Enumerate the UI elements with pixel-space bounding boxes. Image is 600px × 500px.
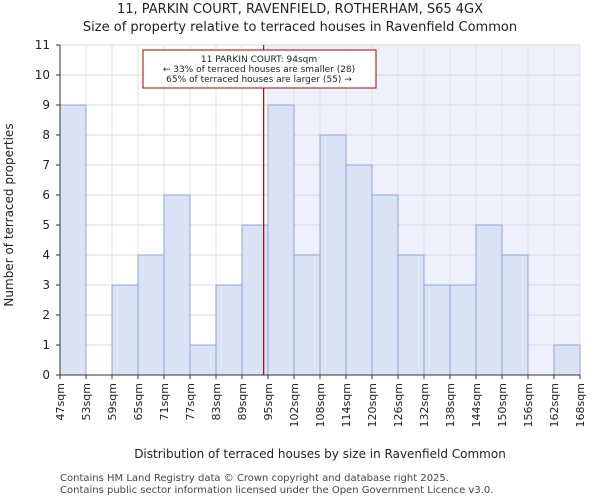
footer-licence: Contains public sector information licen… <box>60 485 494 496</box>
y-tick-label: 9 <box>42 98 50 112</box>
x-tick-labels: 47sqm 53sqm 59sqm 65sqm 71sqm 77sqm 83sqm 89sqm… <box>54 375 587 427</box>
bar-144sqm <box>475 224 503 376</box>
y-tick-label: 6 <box>42 188 50 202</box>
bar-102sqm <box>293 254 321 376</box>
bar-108sqm <box>319 134 347 376</box>
x-tick-label: 114sqm <box>340 383 353 427</box>
x-tick-label: 162sqm <box>548 383 561 427</box>
x-tick-label: 59sqm <box>106 383 119 420</box>
x-tick-label: 47sqm <box>54 383 67 420</box>
x-tick-label: 150sqm <box>496 383 509 427</box>
y-axis-label: Number of terraced properties <box>2 123 16 306</box>
bars <box>59 104 581 376</box>
y-tick-label: 5 <box>42 218 50 232</box>
bar-47sqm <box>59 104 87 376</box>
bar-114sqm <box>345 164 373 376</box>
x-axis-label: Distribution of terraced houses by size … <box>134 447 506 461</box>
x-tick-label: 108sqm <box>314 383 327 427</box>
bar-120sqm <box>371 194 399 376</box>
bar-162sqm <box>553 344 581 376</box>
bar-65sqm <box>137 254 165 376</box>
annotation-larger: 65% of terraced houses are larger (55) → <box>166 75 352 85</box>
x-tick-label: 89sqm <box>236 383 249 420</box>
bar-71sqm <box>163 194 191 376</box>
x-tick-label: 168sqm <box>574 383 587 427</box>
y-tick-label: 3 <box>42 278 50 292</box>
x-tick-label: 95sqm <box>262 383 275 420</box>
bar-95sqm <box>267 104 295 376</box>
x-tick-label: 53sqm <box>80 383 93 420</box>
x-tick-label: 77sqm <box>184 383 197 420</box>
y-tick-label: 0 <box>42 368 50 382</box>
y-tick-label: 1 <box>42 338 50 352</box>
y-tick-label: 2 <box>42 308 50 322</box>
chart-title: Size of property relative to terraced ho… <box>82 20 518 35</box>
annotation-box <box>142 49 377 89</box>
bar-126sqm <box>397 254 425 376</box>
x-tick-label: 156sqm <box>522 383 535 427</box>
bar-138sqm <box>449 284 477 376</box>
bar-59sqm <box>111 284 139 376</box>
property-annotation: 11 PARKIN COURT: 94sqm ← 33% of terraced… <box>142 49 377 89</box>
x-tick-label: 102sqm <box>288 383 301 427</box>
x-tick-label: 132sqm <box>418 383 431 427</box>
annotation-smaller: ← 33% of terraced houses are smaller (28… <box>163 65 355 75</box>
y-tick-label: 10 <box>35 68 50 82</box>
x-tick-label: 71sqm <box>158 383 171 420</box>
y-tick-label: 4 <box>42 248 50 262</box>
bar-132sqm <box>423 284 451 376</box>
y-tick-label: 7 <box>42 158 50 172</box>
y-tick-labels: 0 1 2 3 4 5 6 7 8 9 10 11 <box>35 38 60 382</box>
x-tick-label: 126sqm <box>392 383 405 427</box>
x-tick-label: 65sqm <box>132 383 145 420</box>
x-tick-label: 83sqm <box>210 383 223 420</box>
y-tick-label: 11 <box>35 38 50 52</box>
bar-83sqm <box>215 284 243 376</box>
bar-150sqm <box>501 254 529 376</box>
chart-title-address: 11, PARKIN COURT, RAVENFIELD, ROTHERHAM,… <box>116 2 484 17</box>
bar-77sqm <box>189 344 217 376</box>
x-tick-label: 138sqm <box>444 383 457 427</box>
annotation-title: 11 PARKIN COURT: 94sqm <box>201 55 317 65</box>
x-tick-label: 120sqm <box>366 383 379 427</box>
y-tick-label: 8 <box>42 128 50 142</box>
footer-copyright: Contains HM Land Registry data © Crown c… <box>60 473 449 484</box>
x-tick-label: 144sqm <box>470 383 483 427</box>
